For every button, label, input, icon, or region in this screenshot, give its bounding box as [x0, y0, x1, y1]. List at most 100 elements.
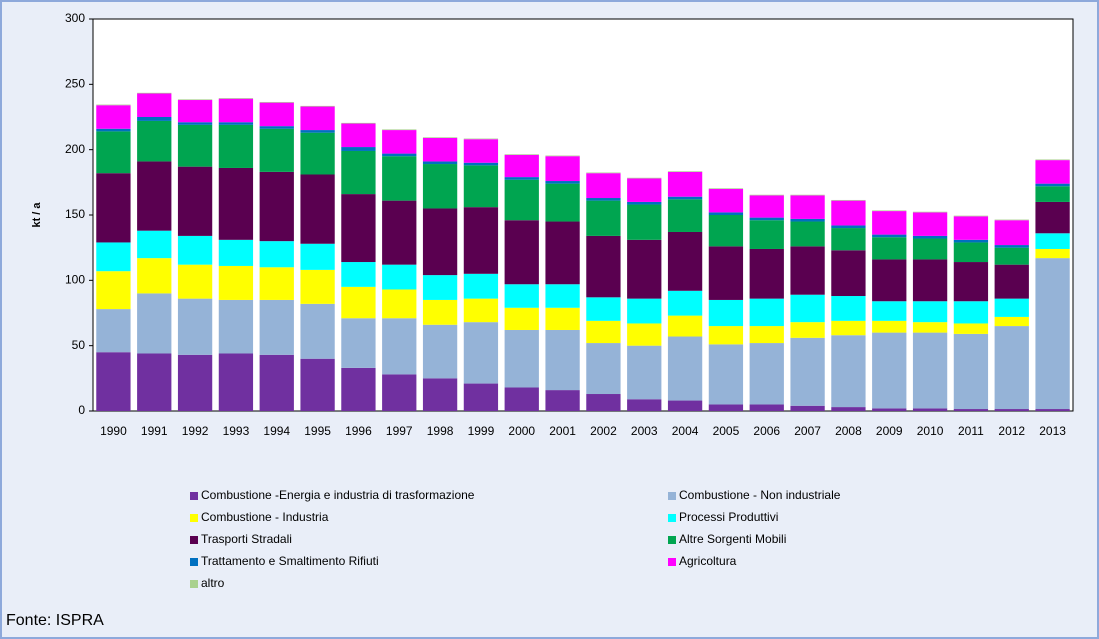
bar-segment [872, 259, 907, 302]
x-tick-label: 2013 [1039, 424, 1066, 438]
bar-segment [300, 243, 335, 270]
bar-segment [137, 161, 172, 231]
bar-segment [586, 172, 621, 174]
bar-segment [341, 147, 376, 151]
bar-segment [912, 408, 948, 411]
bar-segment [300, 105, 335, 107]
x-tick-label: 2012 [998, 424, 1025, 438]
bar-segment [708, 326, 744, 345]
bar-segment [177, 122, 213, 125]
legend-swatch [668, 558, 676, 566]
bar-segment [341, 122, 376, 124]
bar-segment [341, 262, 376, 287]
bar-segment [790, 194, 825, 196]
bar-segment [831, 407, 866, 411]
bar-segment [667, 171, 703, 172]
legend-label: Combustione - Industria [201, 510, 329, 524]
bar-segment [667, 315, 703, 337]
bar-segment [504, 284, 539, 308]
bar-segment [667, 231, 703, 291]
bar-segment [382, 156, 417, 201]
bar-segment [708, 215, 744, 247]
x-tick-label: 2011 [958, 424, 984, 438]
x-tick-label: 2008 [835, 424, 862, 438]
bar-segment [96, 105, 131, 129]
bar-segment [1035, 233, 1070, 249]
bar-segment [627, 177, 662, 179]
bar-segment [586, 343, 621, 395]
bar-segment [545, 307, 580, 330]
bar-segment [422, 164, 458, 209]
bar-segment [422, 299, 458, 325]
bar-segment [545, 284, 580, 308]
bar-segment [994, 264, 1029, 299]
bar-segment [586, 200, 621, 236]
bar-segment [382, 289, 417, 319]
bar-segment [790, 294, 825, 323]
source: Fonte: ISPRA [6, 612, 104, 629]
bar-segment [96, 352, 131, 411]
x-tick-label: 2003 [631, 424, 658, 438]
y-tick-label: 200 [65, 142, 85, 156]
bar-segment [96, 271, 131, 310]
bar-segment [708, 246, 744, 300]
bar-segment [872, 332, 907, 409]
bar-segment [463, 298, 499, 323]
bar-segment [708, 188, 744, 213]
legend-label: Trasporti Stradali [201, 532, 292, 546]
bar-segment [1035, 186, 1070, 202]
legend-swatch [190, 536, 198, 544]
y-tick-label: 300 [65, 11, 85, 25]
bar-segment [382, 153, 417, 157]
bar-segment [872, 408, 907, 411]
bar-segment [300, 130, 335, 133]
legend-label: Agricoltura [679, 554, 737, 568]
bar-segment [463, 273, 499, 299]
legend-label: Combustione -Energia e industria di tras… [201, 488, 475, 502]
bar-segment [137, 353, 172, 411]
x-tick-label: 1999 [468, 424, 495, 438]
bar-segment [831, 296, 866, 321]
x-tick-label: 2001 [549, 424, 576, 438]
bar-segment [300, 174, 335, 244]
y-tick-label: 100 [65, 273, 85, 287]
bar-segment [177, 124, 213, 167]
bar-segment [831, 335, 866, 408]
y-axis-label: kt / a [31, 202, 43, 228]
bar-segment [1035, 201, 1070, 234]
bar-segment [382, 264, 417, 290]
bar-segment [96, 309, 131, 353]
y-tick-label: 150 [65, 207, 85, 221]
bar-segment [137, 293, 172, 354]
bar-segment [463, 162, 499, 166]
bar-segment [218, 124, 254, 168]
bar-segment [627, 178, 662, 202]
bar-segment [872, 211, 907, 235]
bar-segment [463, 165, 499, 208]
x-tick-label: 1993 [223, 424, 250, 438]
bar-segment [545, 155, 580, 157]
bar-segment [137, 230, 172, 259]
bar-segment [382, 129, 417, 131]
x-tick-label: 1997 [386, 424, 413, 438]
bar-segment [1035, 159, 1070, 161]
bar-segment [667, 336, 703, 401]
bar-segment [218, 122, 254, 125]
legend-label: altro [201, 576, 225, 590]
bar-segment [504, 154, 539, 178]
bar-segment [218, 265, 254, 300]
bar-segment [708, 299, 744, 327]
bar-segment [872, 320, 907, 333]
bar-segment [137, 258, 172, 294]
bar-segment [96, 173, 131, 243]
bar-segment [463, 322, 499, 384]
bar-segment [586, 173, 621, 199]
bar-segment [259, 101, 294, 103]
y-tick-label: 250 [65, 77, 85, 91]
bar-segment [749, 248, 784, 299]
bar-segment [749, 298, 784, 327]
x-tick-label: 1994 [263, 424, 290, 438]
bar-segment [872, 234, 907, 238]
x-tick-label: 1995 [304, 424, 331, 438]
bar-segment [627, 323, 662, 346]
